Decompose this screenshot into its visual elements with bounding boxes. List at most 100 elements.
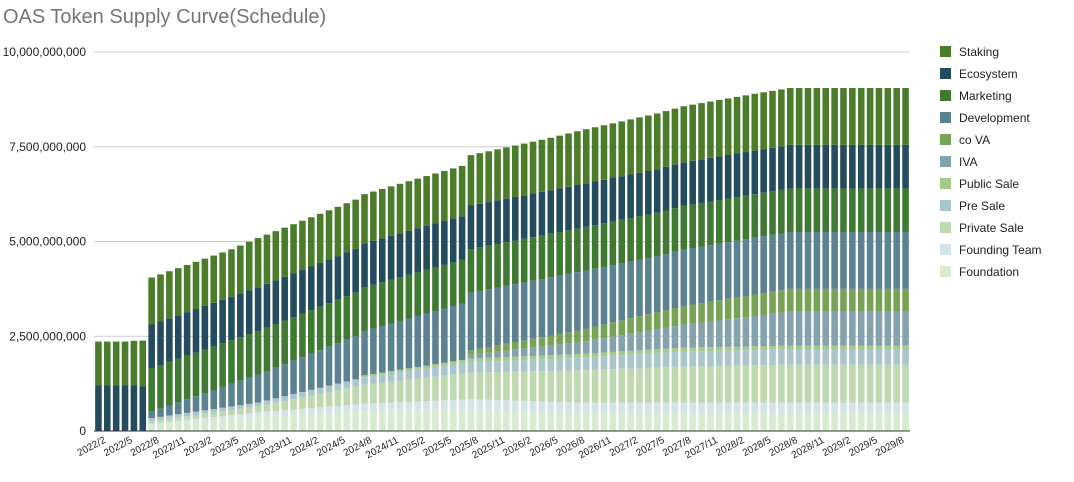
- bar-segment-foundation: [281, 414, 288, 431]
- bar-segment-development: [662, 254, 670, 311]
- legend-swatch: [940, 68, 951, 79]
- legend-item-founding-team[interactable]: Founding Team: [940, 243, 1042, 257]
- bar-segment-marketing: [724, 198, 732, 243]
- bar-segment-pre-sale: [724, 350, 732, 366]
- bar-segment-marketing: [857, 188, 865, 233]
- bar-segment-founding-team: [219, 416, 226, 420]
- bar-segment-founding-team: [272, 410, 280, 416]
- legend-item-marketing[interactable]: Marketing: [940, 89, 1012, 103]
- bar-segment-marketing: [849, 188, 856, 233]
- bar-segment-iva: [485, 352, 492, 358]
- bar-segment-private-sale: [653, 367, 661, 403]
- bar-segment-development: [174, 402, 182, 415]
- bar-segment-co-va: [627, 318, 634, 334]
- bar-segment-marketing: [512, 240, 519, 285]
- bar-segment-founding-team: [183, 419, 191, 423]
- bar-segment-staking: [804, 88, 812, 145]
- y-tick-label: 2,500,000,000: [9, 329, 86, 343]
- bar-segment-ecosystem: [192, 309, 200, 353]
- legend[interactable]: Staking Ecosystem Marketing Development co V…: [940, 45, 1042, 279]
- bar-segment-public-sale: [467, 358, 475, 363]
- bar-segment-public-sale: [609, 351, 617, 356]
- bar-segment-foundation: [884, 413, 892, 431]
- bar-segment-ecosystem: [316, 263, 324, 307]
- bar-segment-ecosystem: [591, 181, 599, 226]
- legend-label: Staking: [959, 45, 999, 59]
- bar-segment-private-sale: [804, 364, 812, 403]
- bar-segment-ecosystem: [716, 156, 723, 201]
- bar-segment-development: [804, 232, 812, 289]
- bar-segment-marketing: [902, 188, 909, 233]
- bar-segment-staking: [148, 277, 155, 325]
- bar-segment-ecosystem: [627, 174, 634, 219]
- bar-segment-public-sale: [600, 352, 608, 357]
- bar-segment-co-va: [786, 288, 794, 312]
- bar-segment-marketing: [813, 188, 821, 233]
- bar-segment-marketing: [157, 364, 164, 409]
- legend-item-pre-sale[interactable]: Pre Sale: [940, 199, 1005, 213]
- x-tick-label: 2024/2: [289, 435, 322, 459]
- legend-item-foundation[interactable]: Foundation: [940, 265, 1019, 279]
- x-tick-label: 2026/5: [528, 435, 561, 459]
- bar-segment-staking: [707, 101, 714, 158]
- bar-segment-development: [476, 290, 484, 349]
- bar-segment-pre-sale: [494, 361, 501, 373]
- legend-item-ecosystem[interactable]: Ecosystem: [940, 67, 1018, 81]
- bar-segment-foundation: [272, 415, 280, 431]
- bar-segment-private-sale: [636, 368, 643, 403]
- legend-item-staking[interactable]: Staking: [940, 45, 999, 59]
- bar-segment-ecosystem: [565, 186, 572, 231]
- bar-segment-foundation: [760, 413, 767, 431]
- bar-segment-marketing: [574, 228, 581, 273]
- bar-segment-foundation: [503, 411, 510, 431]
- x-tick-label: 2022/2: [76, 435, 109, 459]
- legend-item-private-sale[interactable]: Private Sale: [940, 221, 1024, 235]
- bar-segment-ecosystem: [458, 216, 466, 260]
- bar-segment-staking: [396, 183, 404, 234]
- bar-segment-public-sale: [689, 347, 696, 352]
- bar-segment-public-sale: [627, 350, 634, 355]
- bar-segment-private-sale: [467, 372, 475, 400]
- bar-segment-staking: [95, 341, 102, 386]
- bar-segment-staking: [378, 188, 386, 239]
- bar-segment-pre-sale: [849, 349, 856, 365]
- bar-segment-private-sale: [618, 368, 626, 403]
- bar-segment-ecosystem: [636, 172, 643, 217]
- legend-item-development[interactable]: Development: [940, 111, 1030, 125]
- bar-segment-development: [148, 411, 155, 419]
- bar-segment-pre-sale: [778, 349, 785, 365]
- bar-segment-staking: [281, 227, 288, 277]
- legend-item-co-va[interactable]: co VA: [940, 133, 990, 147]
- bar-segment-iva: [822, 311, 830, 346]
- bar-segment-iva: [556, 344, 563, 355]
- bar-segment-pre-sale: [804, 349, 812, 365]
- bar-segment-ecosystem: [476, 203, 484, 248]
- bar-segment-development: [183, 399, 191, 413]
- bar-segment-ecosystem: [237, 293, 244, 338]
- bar-segment-founding-team: [831, 402, 838, 414]
- bar-segment-private-sale: [831, 364, 838, 403]
- bar-segment-iva: [618, 335, 626, 352]
- bar-segment-ecosystem: [866, 144, 874, 189]
- bar-segment-staking: [600, 125, 608, 180]
- bar-segment-ecosystem: [352, 248, 359, 293]
- legend-item-iva[interactable]: IVA: [940, 155, 977, 169]
- bar-segment-ecosystem: [387, 235, 395, 280]
- bar-segment-staking: [547, 137, 555, 191]
- bar-segment-marketing: [405, 274, 413, 319]
- bar-segment-founding-team: [627, 402, 634, 414]
- bar-segment-iva: [582, 341, 590, 354]
- bar-segment-private-sale: [574, 370, 581, 403]
- bar-segment-founding-team: [804, 402, 812, 414]
- bar-segment-ecosystem: [529, 193, 537, 238]
- bar-segment-ecosystem: [680, 162, 688, 206]
- bar-segment-public-sale: [778, 345, 785, 350]
- bar-segment-foundation: [192, 421, 200, 431]
- bar-segment-foundation: [485, 410, 492, 431]
- bar-segment-ecosystem: [600, 179, 608, 224]
- bar-segment-staking: [219, 252, 226, 300]
- bar-segment-iva: [680, 324, 688, 348]
- bar-segment-private-sale: [370, 383, 377, 404]
- bar-segment-foundation: [609, 413, 617, 431]
- legend-item-public-sale[interactable]: Public Sale: [940, 177, 1019, 191]
